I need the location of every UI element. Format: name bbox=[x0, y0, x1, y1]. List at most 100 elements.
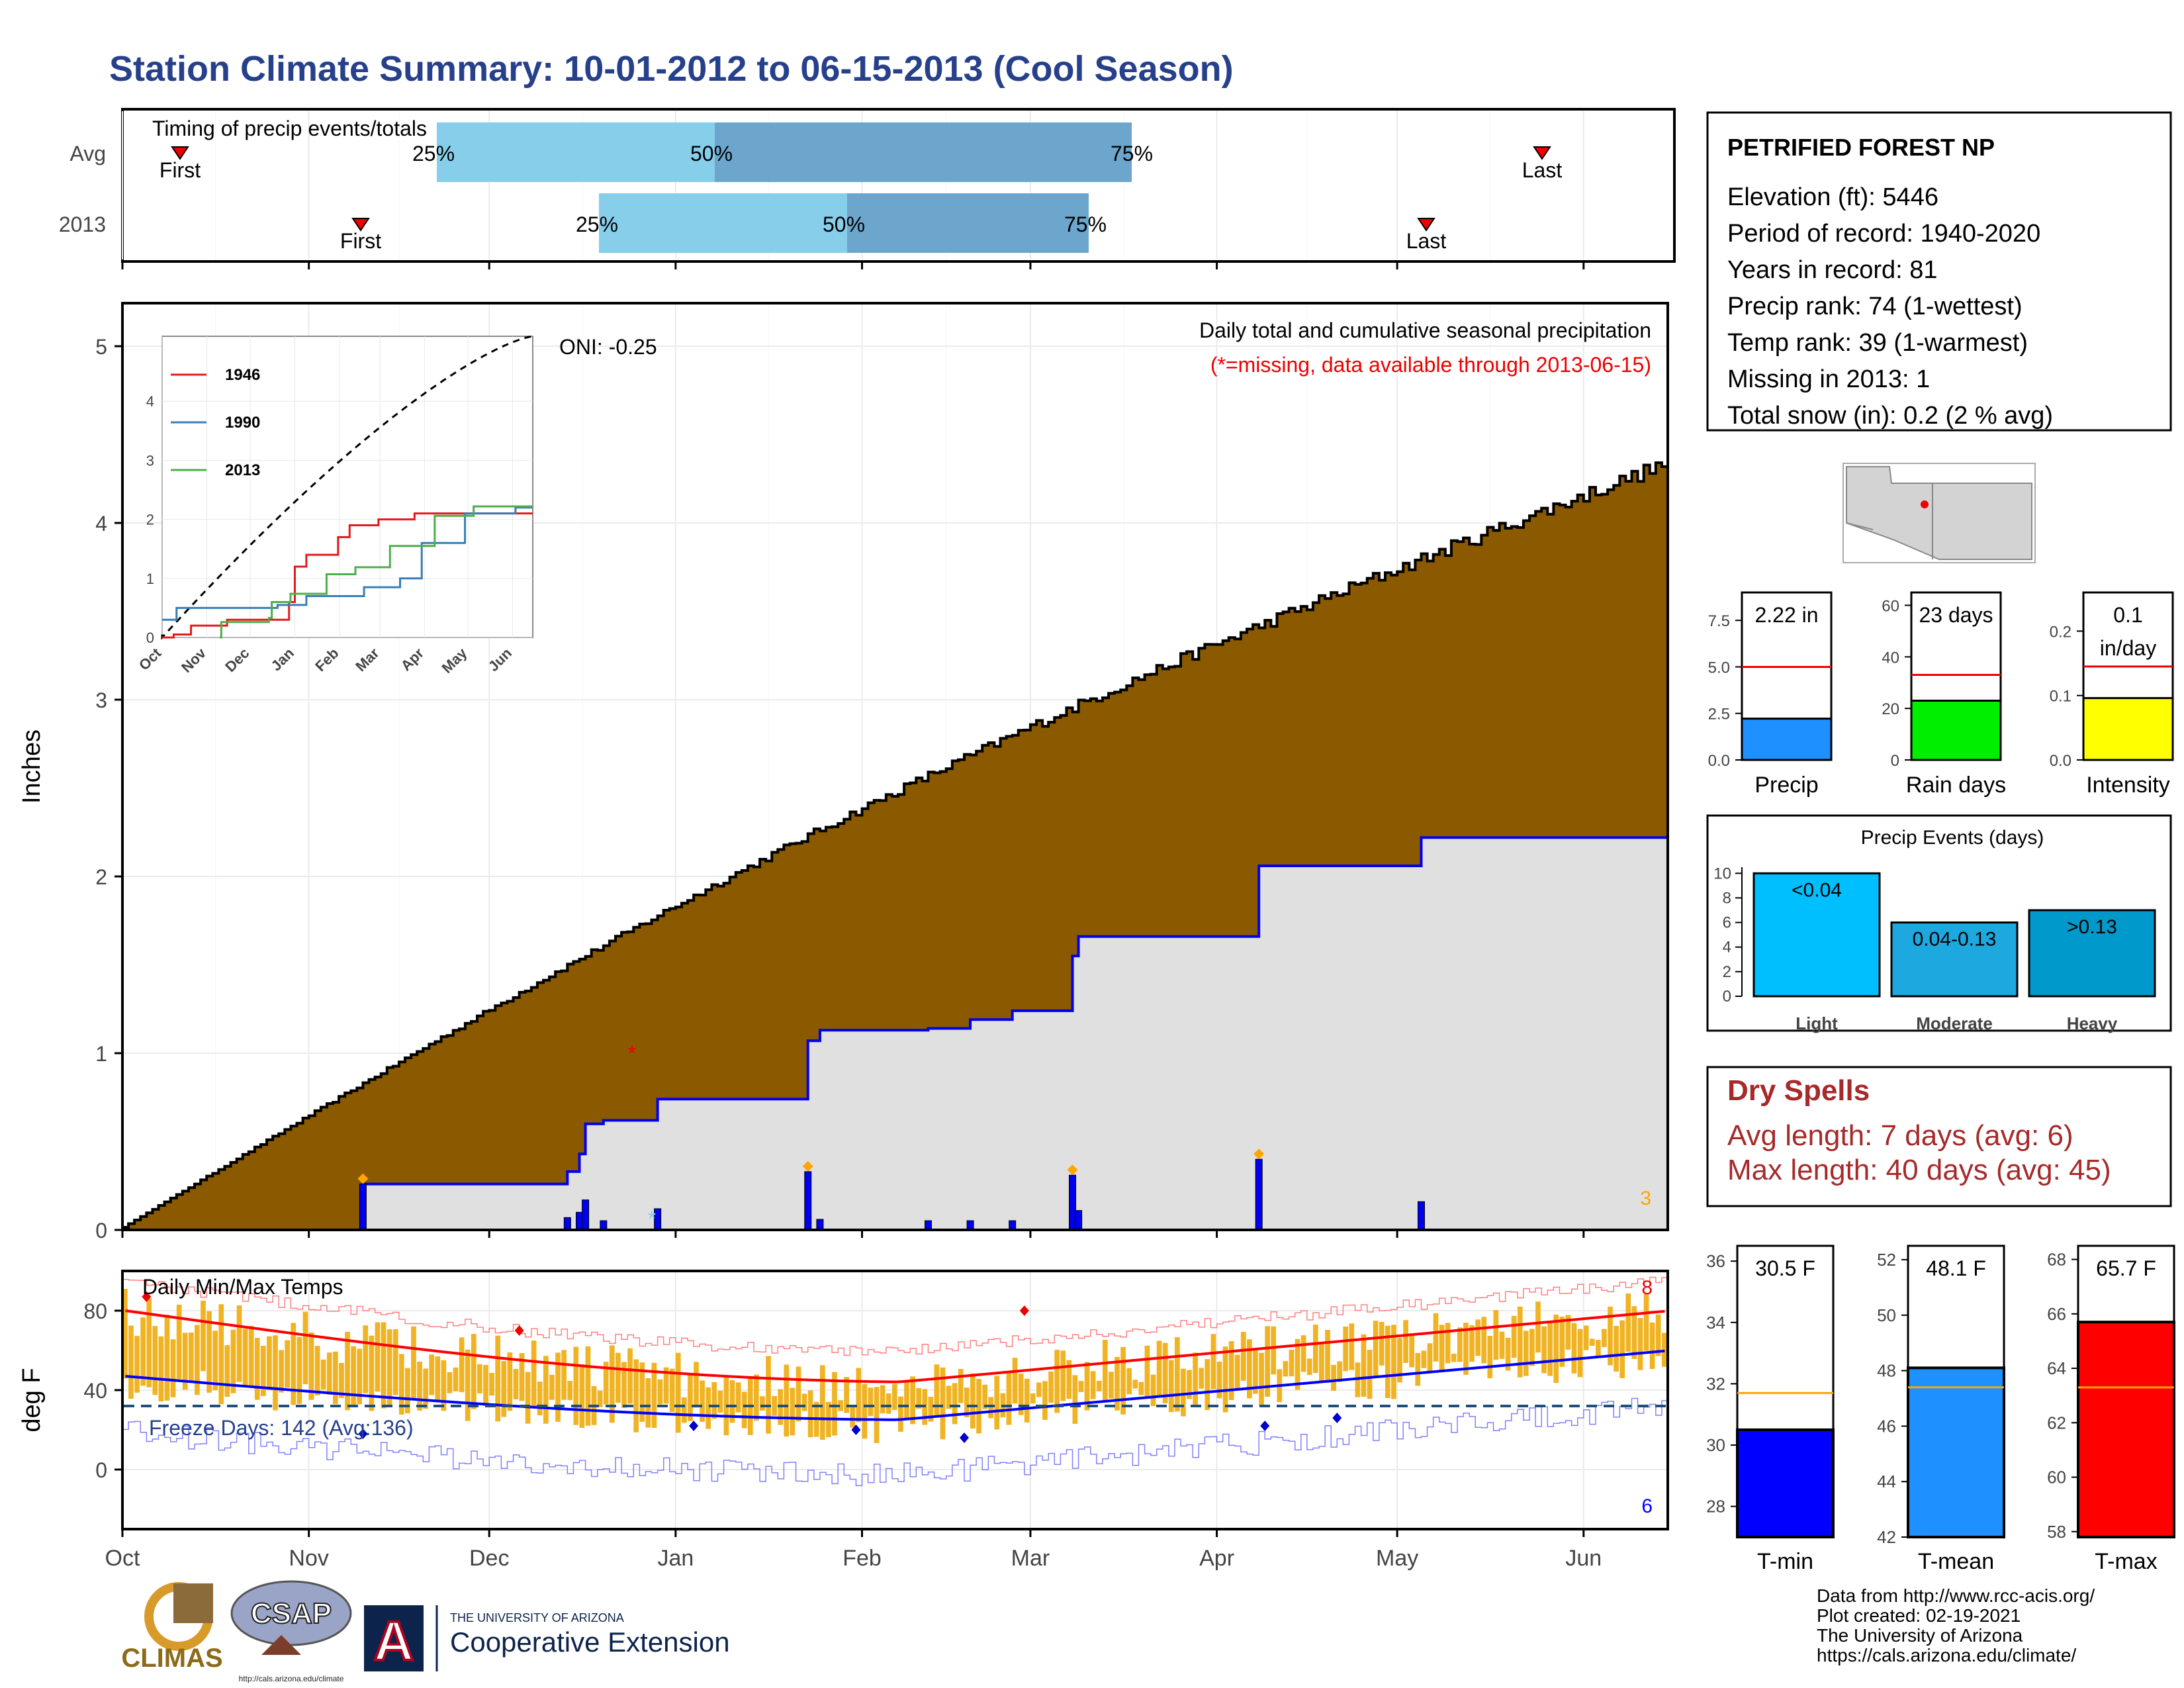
daily-temp-bar bbox=[495, 1335, 501, 1422]
avg-p25-label: 25% bbox=[412, 142, 455, 165]
daily-temp-bar bbox=[140, 1317, 146, 1386]
daily-temp-bar bbox=[218, 1304, 224, 1405]
daily-temp-bar bbox=[134, 1336, 140, 1393]
daily-temp-bar bbox=[291, 1323, 296, 1405]
inset-frame bbox=[161, 336, 533, 638]
daily-temp-bar bbox=[891, 1383, 897, 1410]
daily-temp-bar bbox=[212, 1331, 218, 1391]
month-label: Oct bbox=[105, 1546, 140, 1571]
daily-temp-bar bbox=[1614, 1325, 1619, 1372]
daily-temp-bar bbox=[459, 1337, 465, 1393]
daily-temp-bar bbox=[489, 1372, 494, 1396]
station-info-line: Missing in 2013: 1 bbox=[1727, 365, 1930, 393]
inset-legend-label: 1990 bbox=[225, 414, 260, 432]
daily-temp-bar bbox=[1637, 1317, 1643, 1370]
daily-temp-bar bbox=[1367, 1349, 1373, 1399]
daily-temp-bar bbox=[1054, 1350, 1060, 1413]
daily-temp-bar bbox=[705, 1387, 711, 1429]
daily-temp-bar bbox=[453, 1367, 459, 1391]
summary-bar-fill bbox=[1741, 718, 1833, 761]
inset-legend-label: 2013 bbox=[225, 461, 260, 479]
daily-temp-bar bbox=[195, 1325, 200, 1395]
daily-temp-bar bbox=[1024, 1378, 1030, 1423]
events-panel: Precip Events (days) 0 2 4 6 8 10 <0.04 Light 0.… bbox=[1706, 814, 2172, 1033]
temp-bar-tick-label: 44 bbox=[1877, 1472, 1896, 1491]
event-bar-value: <0.04 bbox=[1792, 879, 1842, 901]
missing-marker-blue: * bbox=[648, 1207, 656, 1231]
daily-temp-bar bbox=[700, 1380, 705, 1422]
daily-temp-bar bbox=[621, 1362, 627, 1408]
yr-q1-bar bbox=[599, 193, 847, 253]
daily-temp-bar bbox=[206, 1311, 212, 1393]
inset-legend-label: 1946 bbox=[225, 366, 260, 384]
temp-bar-fill bbox=[2077, 1321, 2175, 1538]
daily-temp-bar bbox=[1048, 1371, 1054, 1403]
daily-temp-bar bbox=[1571, 1323, 1577, 1374]
daily-temp-bar bbox=[1193, 1352, 1198, 1405]
freeze-days-label: Freeze Days: 142 (Avg:136) bbox=[149, 1416, 414, 1440]
summary-bar-fill bbox=[1910, 699, 2002, 761]
summary-bar-tick-label: 0.1 bbox=[2050, 688, 2071, 706]
summary-bar-tick-label: 2.5 bbox=[1708, 706, 1730, 724]
month-label: May bbox=[1376, 1546, 1418, 1571]
daily-temp-bar bbox=[688, 1373, 693, 1421]
daily-temp-bar bbox=[729, 1380, 735, 1423]
heavy-event-marker bbox=[1253, 1149, 1265, 1160]
daily-temp-bar bbox=[146, 1298, 152, 1387]
daily-temp-bar bbox=[543, 1356, 549, 1424]
temp-chart: 0 40 80 deg F Daily Min/Max Temps Freeze D… bbox=[18, 1270, 1669, 1571]
temp-bar-tick-label: 32 bbox=[1706, 1374, 1725, 1393]
dry-spells-panel: Dry Spells Avg length: 7 days (avg: 6) M… bbox=[1706, 1066, 2172, 1207]
temp-y-label: 0 bbox=[95, 1458, 107, 1482]
station-name: PETRIFIED FOREST NP bbox=[1727, 134, 1995, 161]
daily-temp-bar bbox=[694, 1362, 699, 1408]
daily-temp-bar bbox=[392, 1329, 398, 1395]
event-bar-label: Moderate bbox=[1916, 1013, 1993, 1033]
daily-temp-bar bbox=[784, 1364, 790, 1437]
daily-temp-bar bbox=[832, 1372, 837, 1436]
summary-bar-value: in/day bbox=[2100, 636, 2156, 660]
daily-temp-bar bbox=[868, 1387, 874, 1417]
daily-temp-bar bbox=[1109, 1372, 1114, 1399]
event-bar bbox=[1890, 921, 2019, 998]
daily-temp-bar bbox=[429, 1354, 435, 1395]
temp-bar-label: T-min bbox=[1757, 1549, 1813, 1574]
daily-temp-bar bbox=[1300, 1335, 1306, 1372]
daily-temp-bar bbox=[741, 1391, 747, 1429]
precip-plot-frame bbox=[121, 302, 1669, 1231]
daily-temp-bar bbox=[1090, 1371, 1096, 1399]
daily-temp-bar bbox=[254, 1338, 260, 1400]
daily-temp-bar bbox=[1006, 1372, 1012, 1425]
temp-bar-tick-label: 28 bbox=[1706, 1497, 1725, 1517]
record-low-line bbox=[122, 1397, 1668, 1487]
record-marker bbox=[142, 1291, 152, 1302]
daily-temp-bar bbox=[1222, 1346, 1228, 1413]
daily-precip-bar bbox=[1255, 1158, 1263, 1231]
daily-temp-bar bbox=[465, 1349, 471, 1421]
daily-temp-bar bbox=[1036, 1382, 1042, 1397]
climas-block bbox=[173, 1583, 213, 1623]
ua-shield bbox=[364, 1605, 424, 1671]
record-marker bbox=[959, 1432, 969, 1443]
daily-temp-bar bbox=[1559, 1316, 1565, 1367]
daily-temp-bar bbox=[1589, 1338, 1595, 1346]
daily-temp-bar bbox=[958, 1368, 964, 1403]
events-title: Precip Events (days) bbox=[1861, 827, 2044, 849]
daily-temp-bar bbox=[1391, 1325, 1396, 1399]
temp-bar-tick-label: 66 bbox=[2047, 1304, 2066, 1324]
daily-temp-bar bbox=[1181, 1368, 1186, 1417]
daily-temp-bar bbox=[579, 1364, 585, 1428]
temp-bar-value: 30.5 F bbox=[1755, 1256, 1815, 1280]
daily-temp-bar bbox=[525, 1372, 531, 1424]
daily-temp-bar bbox=[314, 1346, 320, 1395]
daily-temp-bar bbox=[398, 1354, 404, 1415]
daily-temp-bar bbox=[1361, 1334, 1367, 1397]
daily-temp-bar bbox=[1541, 1326, 1547, 1374]
daily-precip-bar bbox=[1009, 1220, 1017, 1231]
daily-temp-bar bbox=[1030, 1393, 1036, 1404]
temp-plot-frame bbox=[121, 1270, 1669, 1530]
avg-last-marker bbox=[1533, 146, 1551, 160]
daily-temp-bar bbox=[1529, 1329, 1535, 1366]
daily-temp-bar bbox=[880, 1385, 886, 1414]
